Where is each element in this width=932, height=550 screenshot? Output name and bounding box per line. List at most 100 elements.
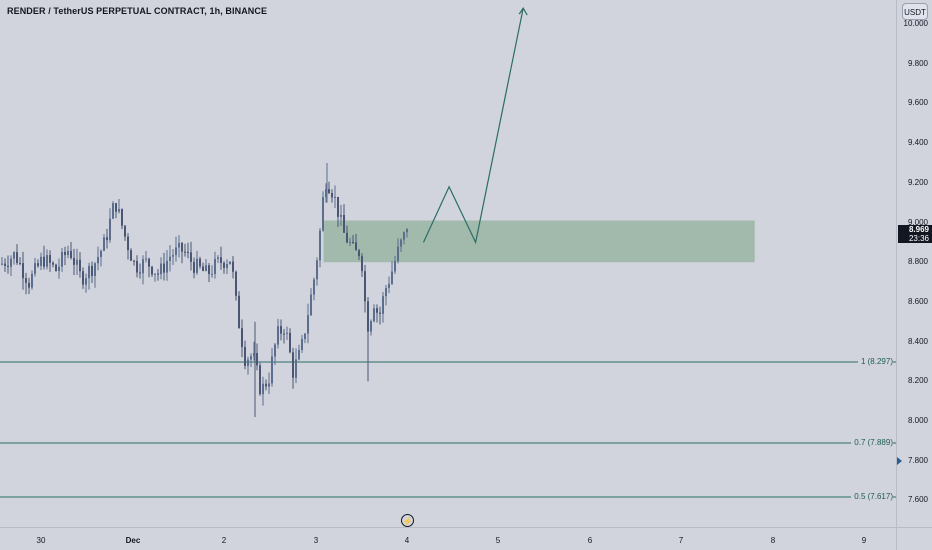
lightning-icon[interactable]: ⚡ <box>401 514 414 527</box>
fib-level-label: 0.5 (7.617) <box>851 492 893 502</box>
candle-body <box>259 365 261 395</box>
bar-countdown: 23:36 <box>908 234 929 243</box>
candle-body <box>385 287 387 297</box>
price-tick-label: 9.600 <box>907 98 928 108</box>
candle-body <box>133 260 135 262</box>
candle-body <box>235 271 237 296</box>
time-tick-label: 6 <box>587 536 593 545</box>
candle-body <box>313 279 315 295</box>
candle-body <box>37 263 39 266</box>
candle-body <box>334 196 336 198</box>
candle-body <box>292 352 294 378</box>
price-tick-label: 8.400 <box>907 336 928 346</box>
candle-body <box>34 263 36 274</box>
candle-body <box>1 263 3 265</box>
candle-body <box>370 321 372 332</box>
candle-body <box>376 308 378 313</box>
candle-body <box>184 251 186 253</box>
plot-area[interactable]: RENDER / TetherUS PERPETUAL CONTRACT, 1h… <box>0 0 896 527</box>
candle-body <box>121 209 123 226</box>
candle-body <box>100 250 102 258</box>
price-tick-label: 9.400 <box>907 138 928 148</box>
candle-body <box>136 260 138 273</box>
candle-body <box>268 383 270 387</box>
supply-demand-zone <box>323 220 755 263</box>
candle-body <box>316 260 318 280</box>
candle-body <box>373 308 375 322</box>
candle-body <box>298 349 300 360</box>
candle-body <box>286 332 288 334</box>
last-price-tag: 8.969 23:36 <box>898 225 932 243</box>
time-axis[interactable]: 30 Dec 2 3 4 5 6 7 8 9 <box>0 527 896 550</box>
candle-body <box>124 225 126 237</box>
candle-body <box>172 255 174 257</box>
candle-body <box>145 258 147 260</box>
candle-body <box>28 282 30 288</box>
time-tick-label: 8 <box>770 536 776 545</box>
candle-body <box>58 266 60 272</box>
candle-body <box>250 356 252 360</box>
candle-body <box>178 242 180 248</box>
candle-body <box>220 257 222 264</box>
candle-body <box>406 228 408 233</box>
candle-body <box>364 271 366 302</box>
candle-body <box>52 262 54 265</box>
candle-body <box>352 242 354 244</box>
price-tick-label: 8.000 <box>907 416 928 425</box>
candle-body <box>151 266 153 275</box>
candlestick-chart[interactable] <box>0 0 896 527</box>
candle-body <box>166 260 168 273</box>
candle-body <box>64 251 66 256</box>
time-tick-label: 5 <box>495 536 501 545</box>
scroll-right-arrow-icon[interactable] <box>897 457 902 465</box>
candle-body <box>247 359 249 366</box>
candle-body <box>229 261 231 265</box>
candle-body <box>163 263 165 273</box>
candle-body <box>187 251 189 253</box>
candle-body <box>94 263 96 276</box>
currency-button[interactable]: USDT <box>902 3 928 20</box>
candle-body <box>340 214 342 217</box>
candle-body <box>154 273 156 275</box>
candle-body <box>265 383 267 387</box>
candle-body <box>109 218 111 241</box>
chart-title: RENDER / TetherUS PERPETUAL CONTRACT, 1h… <box>7 6 268 16</box>
candle-body <box>214 258 216 274</box>
candle-body <box>256 353 258 366</box>
candle-body <box>97 257 99 264</box>
candle-body <box>25 278 27 283</box>
price-tick-label: 8.600 <box>907 296 928 306</box>
candle-body <box>400 239 402 247</box>
candle-body <box>22 263 24 279</box>
candle-body <box>67 250 69 256</box>
time-tick-label: 3 <box>313 536 319 545</box>
candle-body <box>322 197 324 231</box>
candle-body <box>277 326 279 345</box>
candle-body <box>181 242 183 252</box>
candle-body <box>301 338 303 350</box>
candle-body <box>175 247 177 256</box>
candle-body <box>217 257 219 259</box>
candle-body <box>160 263 162 275</box>
candle-body <box>205 265 207 271</box>
candle-body <box>274 344 276 357</box>
candle-body <box>244 347 246 366</box>
candle-body <box>361 256 363 272</box>
candle-body <box>349 242 351 244</box>
candle-body <box>88 265 90 279</box>
candle-body <box>331 192 333 198</box>
candle-body <box>112 203 114 219</box>
candle-body <box>238 295 240 329</box>
price-tick-label: 9.000 <box>907 217 928 227</box>
candle-body <box>289 332 291 353</box>
candle-body <box>355 242 357 251</box>
candle-body <box>202 266 204 271</box>
candle-body <box>283 333 285 335</box>
candle-body <box>10 258 12 267</box>
candle-body <box>148 258 150 267</box>
candle-body <box>85 278 87 285</box>
price-axis[interactable]: USDT 10.000 9.800 9.600 9.400 9.200 9.000 8.80… <box>896 0 932 527</box>
candle-body <box>4 263 6 266</box>
candle-body <box>106 237 108 241</box>
candle-body <box>139 272 141 274</box>
